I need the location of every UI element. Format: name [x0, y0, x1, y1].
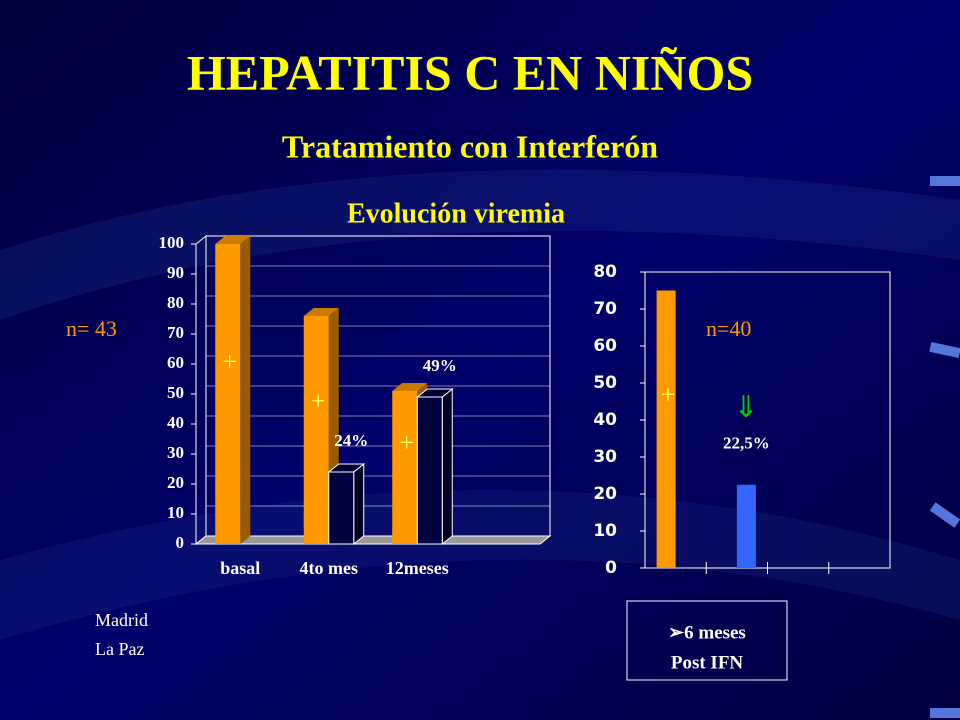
bar — [303, 316, 329, 544]
y-tick-label: 60 — [167, 353, 184, 372]
slide-title: HEPATITIS C EN NIÑOS — [187, 44, 753, 100]
y-tick-label: 30 — [167, 443, 184, 462]
value-label: 22,5% — [723, 434, 770, 453]
bar-top — [303, 308, 339, 316]
value-label: 49% — [423, 356, 457, 375]
bar-side — [441, 387, 453, 546]
y-tick-label: 40 — [593, 410, 617, 430]
edge-dashes — [929, 176, 960, 718]
bar-top — [392, 383, 428, 391]
bar-marker: + — [222, 347, 237, 376]
floor — [194, 535, 552, 545]
y-tick-label: 70 — [593, 299, 617, 319]
bar-marker: + — [399, 428, 414, 457]
y-tick-label: 0 — [605, 558, 617, 578]
y-tick-label: 90 — [167, 263, 184, 282]
bar — [328, 471, 355, 545]
x-tick-label: 4to mes — [300, 558, 358, 578]
bar — [416, 396, 443, 545]
y-tick-label: 10 — [167, 503, 184, 522]
y-tick-label: 70 — [167, 323, 184, 342]
bar-side — [240, 236, 251, 544]
bar-side — [353, 462, 365, 546]
y-tick-label: 10 — [593, 521, 617, 541]
y-tick-label: 80 — [593, 262, 617, 282]
y-tick-label: 60 — [593, 336, 617, 356]
bar — [736, 484, 756, 568]
arrow: ⇓ — [733, 391, 758, 424]
y-tick-label: 20 — [167, 473, 184, 492]
y-tick-label: 50 — [593, 373, 617, 393]
y-tick-label: 40 — [167, 413, 184, 432]
bar — [656, 290, 676, 568]
y-tick-label: 50 — [167, 383, 184, 402]
x-tick-label: 12meses — [386, 558, 449, 578]
annotation: n= 43 — [66, 316, 117, 341]
footer: Madrid — [95, 610, 148, 630]
footer: La Paz — [95, 639, 144, 659]
x-tick-label: basal — [220, 558, 260, 578]
bar — [215, 244, 241, 544]
y-tick-label: 0 — [176, 533, 185, 552]
label-box — [626, 600, 788, 681]
y-tick-label: 100 — [159, 233, 185, 252]
bar-marker: + — [661, 380, 676, 409]
y-tick-label: 20 — [593, 484, 617, 504]
slide-subtitle: Tratamiento con Interferón — [282, 128, 658, 164]
streak — [0, 169, 960, 320]
bar — [392, 391, 418, 544]
annotation: n=40 — [706, 316, 751, 341]
y-tick-label: 80 — [167, 293, 184, 312]
chart-title: Evolución viremia — [347, 198, 565, 229]
value-label: 24% — [334, 431, 368, 450]
y-tick-label: 30 — [593, 447, 617, 467]
bar-marker: + — [311, 387, 326, 416]
x-axis-label: Post IFN — [671, 652, 744, 673]
x-axis-label: ➢6 meses — [668, 622, 746, 643]
bar-top — [215, 236, 251, 244]
